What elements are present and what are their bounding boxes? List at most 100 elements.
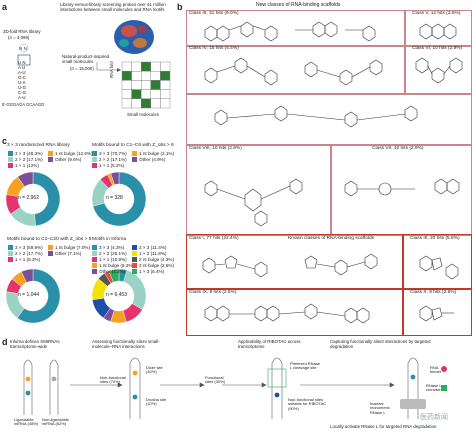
base-pair-line: G-C <box>18 75 27 80</box>
preferred-cleavage-label: Preferred RNase L cleavage site <box>290 361 321 371</box>
grid-cell <box>131 89 142 100</box>
grid-cell <box>160 80 171 90</box>
legend-label: 1 × 2 (11.8%) <box>139 251 167 256</box>
legend-label: 1 × 1 (12%) <box>15 163 39 168</box>
legend-item: 1 × 1 (10.9%) <box>92 257 127 263</box>
scaffold-structure <box>419 305 454 322</box>
legend-item: 2 × 2 (17.7%) <box>8 251 43 257</box>
class-label: Class VII, 10 hits (2.9%) <box>372 146 424 151</box>
known-class-box <box>186 234 404 290</box>
class-box <box>404 45 472 95</box>
legend-item: 1 × 1 (12%) <box>8 163 39 169</box>
legend-label: 2 × 3 (11.4%) <box>139 245 167 250</box>
legend-label: 2 nt bulge (4.3%) <box>139 257 174 262</box>
donut-chart <box>5 171 61 227</box>
legend-swatch <box>92 251 97 257</box>
donut-n-label: n = 2,962 <box>18 195 39 201</box>
class-box <box>186 144 332 236</box>
legend-item: 3 × 3 (59.9%) <box>8 245 43 251</box>
legend-label: 2 × 2 (25.1%) <box>99 251 127 256</box>
donut-legend: 3 × 3 (48.3%) 2 × 2 (17.1%) 1 × 1 (12%) 1 n… <box>8 151 93 171</box>
bottom-caption: Locally activate RNase L for targeted RN… <box>330 424 437 429</box>
grid-x-label: Small molecules <box>127 112 159 117</box>
legend-swatch <box>48 245 53 251</box>
base-pair-line: U-A <box>18 80 26 85</box>
legend-item: 1 nt bulge (7.0%) <box>48 245 90 251</box>
grid-cell <box>131 61 142 72</box>
legend-label: 3 nt bulge (2.5%) <box>139 263 174 268</box>
scaffold-structure <box>204 57 383 86</box>
scaffold-structure <box>415 57 463 84</box>
base-pair-line: U N <box>18 60 26 65</box>
donut-title: Motifs in Inforna <box>92 237 127 242</box>
legend-label: 1 × 3 (5.4%) <box>139 269 165 274</box>
legend-item: 1 × 1 (8.3%) <box>8 257 40 263</box>
legend-label: 3 × 3 (48.3%) <box>15 151 43 156</box>
legend-label: 1 nt bulge (7.0%) <box>55 245 90 250</box>
legend-swatch <box>132 257 137 263</box>
grid-cell <box>150 98 161 109</box>
donut-legend: 3 × 3 (4.3%) 2 × 2 (25.1%) 1 × 1 (10.9%) 1 … <box>92 245 177 275</box>
grid-cell <box>141 61 152 72</box>
legend-label: 1 × 1 (10.9%) <box>99 257 127 262</box>
legend-label: Other (4.9%) <box>139 157 166 162</box>
grid-cell <box>121 61 132 72</box>
legend-label: 3 × 3 (59.9%) <box>15 245 43 250</box>
legend-swatch <box>92 245 97 251</box>
legend-label: 2 × 2 (17.1%) <box>99 157 127 162</box>
donut-chart <box>91 268 147 324</box>
grid-cell <box>160 98 171 109</box>
rna-top-nn: N N <box>19 46 27 51</box>
donut-slice <box>123 270 147 310</box>
step-title: Assessing functionally silent small-mole… <box>92 339 160 349</box>
legend-swatch <box>48 157 53 163</box>
legend-label: 2 × 2 (17.1%) <box>15 157 43 162</box>
base-pair-line: C-G <box>18 90 27 95</box>
grid-cell <box>131 98 142 109</box>
legend-swatch <box>132 269 137 275</box>
legend-swatch <box>92 257 97 263</box>
class-label: Class VIII, 10 hits (2.9%) <box>189 146 242 151</box>
rnasel-recruiter-label: RNase L recruiter <box>426 383 442 393</box>
legend-swatch <box>8 245 13 251</box>
known-class-box <box>402 288 472 336</box>
legend-item: Other (4.9%) <box>132 157 166 163</box>
grid-cell <box>121 89 132 100</box>
grid-cell <box>160 89 171 100</box>
legend-swatch <box>92 263 97 269</box>
scaffold-structure <box>204 178 303 227</box>
arrow-into-grid <box>96 62 121 72</box>
legend-swatch <box>92 157 97 163</box>
class-label: Class IV, 15 hits (4.4%) <box>189 46 239 51</box>
legend-item: 2 × 2 (25.1%) <box>92 251 127 257</box>
grid-cell <box>131 70 142 81</box>
legend-item: Other (9.6%) <box>48 157 81 163</box>
rna-base-pairs: U N A U A-U G-C U-A U-G C-G A-U <box>18 60 38 100</box>
dicer-label: Dicer site (40%) <box>146 365 163 375</box>
grid-cell <box>150 70 161 81</box>
class-box <box>186 45 406 95</box>
legend-item: 2 nt bulge (4.3%) <box>132 257 174 263</box>
legend-swatch <box>48 251 53 257</box>
drosha-label: Drosha site (10%) <box>146 397 167 407</box>
legend-item: 1 nt bulge (8.3%) <box>92 263 134 269</box>
grid-cell <box>121 80 132 90</box>
legend-label: Other (4.2%) <box>99 269 126 274</box>
legend-item: Other (7.1%) <box>48 251 81 257</box>
class-label: Class III, 20 hits (5.8%) <box>410 236 460 241</box>
grid-cell <box>131 80 142 90</box>
scaffold-structure <box>344 178 460 197</box>
legend-swatch <box>48 151 53 157</box>
grid-cell <box>141 80 152 90</box>
grid-cell <box>150 80 161 90</box>
functional-label: Functional sites (30%) <box>205 375 226 385</box>
legend-label: 3 × 3 (70.7%) <box>99 151 127 156</box>
grid-cell <box>121 98 132 109</box>
legend-swatch <box>8 251 13 257</box>
grid-cell <box>121 70 132 81</box>
interaction-grid <box>121 61 171 109</box>
legend-item: 2 × 2 (17.1%) <box>8 157 43 163</box>
grid-cell <box>141 89 152 100</box>
legend-label: 1 nt bulge (8.3%) <box>99 263 134 268</box>
class-label: Class I, 77 hits (22.4%) <box>189 236 239 241</box>
